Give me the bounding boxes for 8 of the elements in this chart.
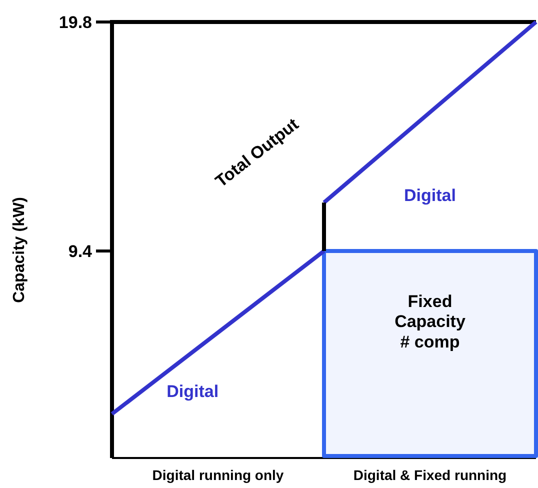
annotation: Digital [166,382,219,401]
y-axis-title: Capacity (kW) [11,197,28,303]
x-tick-label: Digital & Fixed running [353,467,507,483]
annotation: Digital [404,186,456,205]
y-tick-label: 9.4 [68,242,93,261]
x-tick-label: Digital running only [152,467,284,483]
y-tick-label: 19.8 [58,12,92,32]
annotation: Fixed Capacity # comp [394,292,466,352]
